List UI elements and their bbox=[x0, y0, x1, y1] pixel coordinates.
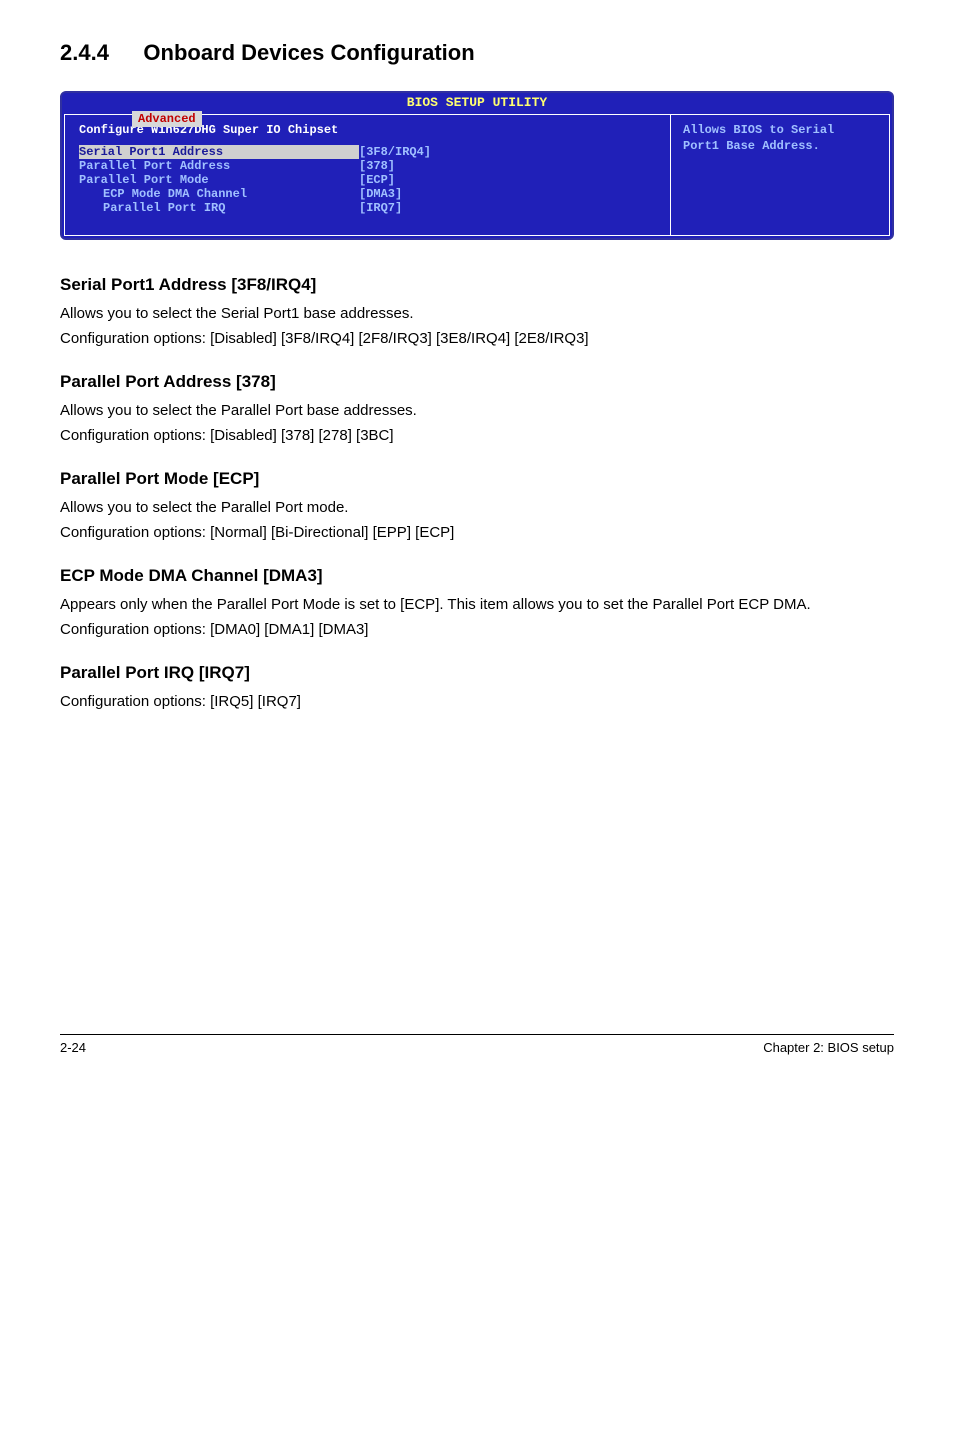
body-text: Configuration options: [Disabled] [3F8/I… bbox=[60, 328, 894, 351]
bios-tab-advanced[interactable]: Advanced bbox=[132, 111, 202, 127]
page-footer: 2-24 Chapter 2: BIOS setup bbox=[60, 1034, 894, 1055]
bios-tab-label: Advanced bbox=[138, 112, 196, 126]
content-section: Serial Port1 Address [3F8/IRQ4] Allows y… bbox=[60, 275, 894, 714]
bios-label: ECP Mode DMA Channel bbox=[79, 187, 359, 201]
subsection-title: Parallel Port Mode [ECP] bbox=[60, 469, 894, 489]
body-text: Configuration options: [Disabled] [378] … bbox=[60, 425, 894, 448]
body-text: Allows you to select the Serial Port1 ba… bbox=[60, 303, 894, 326]
bios-setup-panel: BIOS SETUP UTILITY Advanced Configure Wi… bbox=[60, 91, 894, 240]
bios-value: [DMA3] bbox=[359, 187, 402, 201]
section-number: 2.4.4 bbox=[60, 40, 109, 66]
body-text: Appears only when the Parallel Port Mode… bbox=[60, 594, 894, 617]
footer-chapter: Chapter 2: BIOS setup bbox=[763, 1040, 894, 1055]
bios-label: Parallel Port IRQ bbox=[79, 201, 359, 215]
bios-help-text: Allows BIOS to Serial Port1 Base Address… bbox=[683, 123, 877, 154]
bios-label: Parallel Port Address bbox=[79, 159, 359, 173]
bios-row[interactable]: Parallel Port Mode [ECP] bbox=[79, 173, 656, 187]
bios-row[interactable]: ECP Mode DMA Channel [DMA3] bbox=[79, 187, 656, 201]
subsection-title: ECP Mode DMA Channel [DMA3] bbox=[60, 566, 894, 586]
bios-row[interactable]: Parallel Port IRQ [IRQ7] bbox=[79, 201, 656, 215]
subsection-title: Parallel Port IRQ [IRQ7] bbox=[60, 663, 894, 683]
bios-value: [378] bbox=[359, 159, 395, 173]
bios-left-pane: Configure Win627DHG Super IO Chipset Ser… bbox=[64, 114, 670, 236]
footer-page-number: 2-24 bbox=[60, 1040, 86, 1055]
body-text: Allows you to select the Parallel Port b… bbox=[60, 400, 894, 423]
bios-body: Configure Win627DHG Super IO Chipset Ser… bbox=[62, 112, 892, 238]
body-text: Configuration options: [Normal] [Bi-Dire… bbox=[60, 522, 894, 545]
section-title: Onboard Devices Configuration bbox=[143, 40, 474, 66]
page-heading: 2.4.4 Onboard Devices Configuration bbox=[60, 40, 894, 66]
bios-label: Parallel Port Mode bbox=[79, 173, 359, 187]
bios-row[interactable]: Serial Port1 Address [3F8/IRQ4] bbox=[79, 145, 656, 159]
body-text: Configuration options: [IRQ5] [IRQ7] bbox=[60, 691, 894, 714]
subsection-title: Parallel Port Address [378] bbox=[60, 372, 894, 392]
body-text: Allows you to select the Parallel Port m… bbox=[60, 497, 894, 520]
bios-value: [ECP] bbox=[359, 173, 395, 187]
bios-value: [3F8/IRQ4] bbox=[359, 145, 431, 159]
bios-right-pane: Allows BIOS to Serial Port1 Base Address… bbox=[670, 114, 890, 236]
bios-row[interactable]: Parallel Port Address [378] bbox=[79, 159, 656, 173]
subsection-title: Serial Port1 Address [3F8/IRQ4] bbox=[60, 275, 894, 295]
bios-label: Serial Port1 Address bbox=[79, 145, 359, 159]
body-text: Configuration options: [DMA0] [DMA1] [DM… bbox=[60, 619, 894, 642]
bios-value: [IRQ7] bbox=[359, 201, 402, 215]
bios-header: BIOS SETUP UTILITY bbox=[62, 93, 892, 112]
bios-header-title: BIOS SETUP UTILITY bbox=[407, 95, 547, 110]
